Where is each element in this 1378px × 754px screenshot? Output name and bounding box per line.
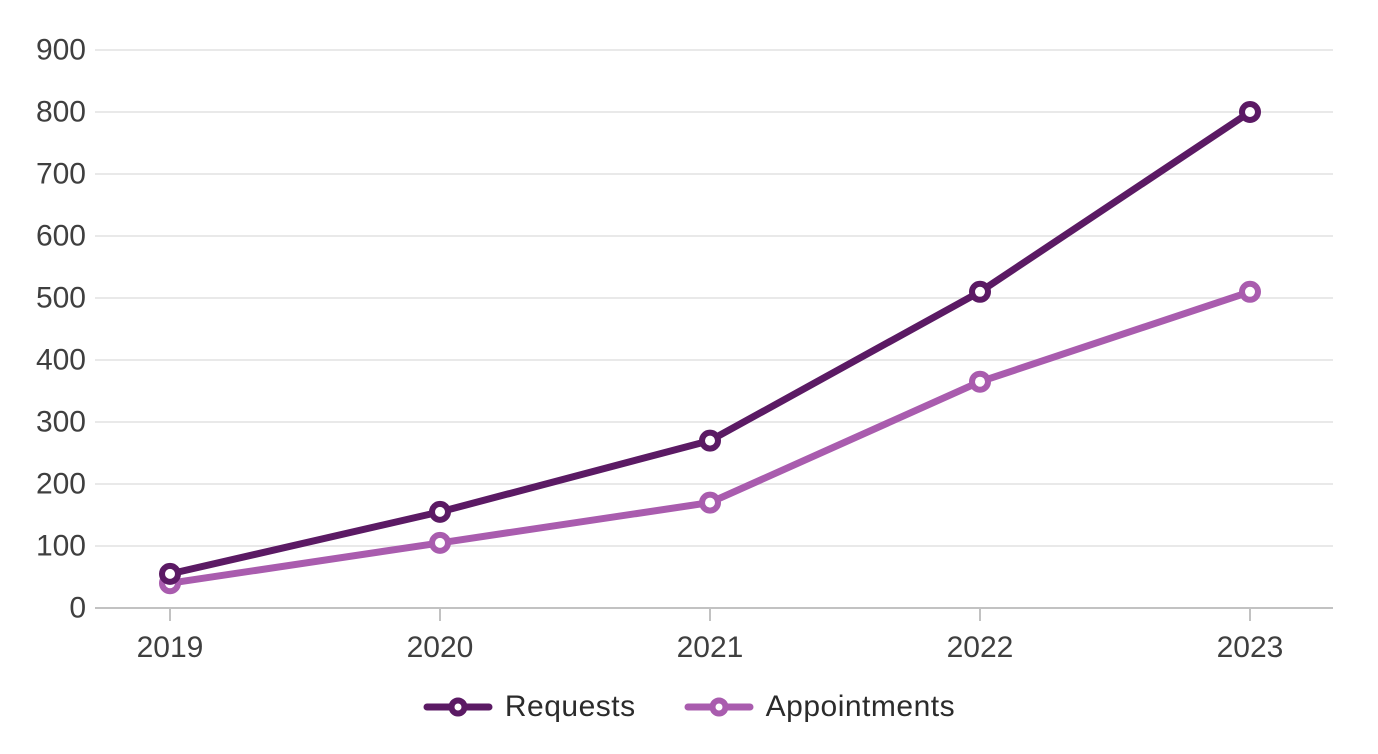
data-point-appointments-2023[interactable] [1239, 280, 1261, 303]
data-point-appointments-2020[interactable] [429, 531, 451, 554]
x-axis-tick-label: 2022 [947, 631, 1014, 664]
data-point-requests-2021[interactable] [699, 429, 721, 452]
x-axis-tick-label: 2023 [1217, 631, 1284, 664]
y-axis-tick-label: 0 [69, 592, 86, 625]
data-point-appointments-2021[interactable] [699, 491, 721, 514]
x-axis-tick-label: 2020 [407, 631, 474, 664]
y-axis-tick-label: 600 [36, 220, 86, 253]
chart-legend: Requests Appointments [0, 686, 1378, 728]
data-point-appointments-2022[interactable] [969, 370, 991, 393]
legend-label: Requests [504, 690, 636, 723]
x-axis-tick-label: 2019 [137, 631, 204, 664]
y-axis-tick-label: 500 [36, 282, 86, 315]
y-axis-tick-label: 100 [36, 530, 86, 563]
data-point-requests-2023[interactable] [1239, 101, 1261, 123]
legend-item-requests[interactable]: Requests [423, 690, 636, 724]
legend-label: Appointments [765, 690, 956, 723]
legend-item-appointments[interactable]: Appointments [684, 690, 955, 724]
x-axis-tick-label: 2021 [677, 631, 744, 664]
y-axis-tick-label: 900 [36, 34, 86, 67]
legend-marker-icon [423, 697, 493, 717]
y-axis-tick-label: 200 [36, 468, 86, 501]
y-axis-tick-label: 700 [36, 158, 86, 191]
y-axis-tick-label: 400 [36, 344, 86, 377]
y-axis-tick-label: 800 [36, 96, 86, 129]
data-point-requests-2019[interactable] [159, 562, 181, 585]
y-axis-tick-label: 300 [36, 406, 86, 439]
data-point-requests-2022[interactable] [969, 280, 991, 303]
data-point-requests-2020[interactable] [429, 500, 451, 523]
legend-marker-icon [684, 697, 754, 717]
